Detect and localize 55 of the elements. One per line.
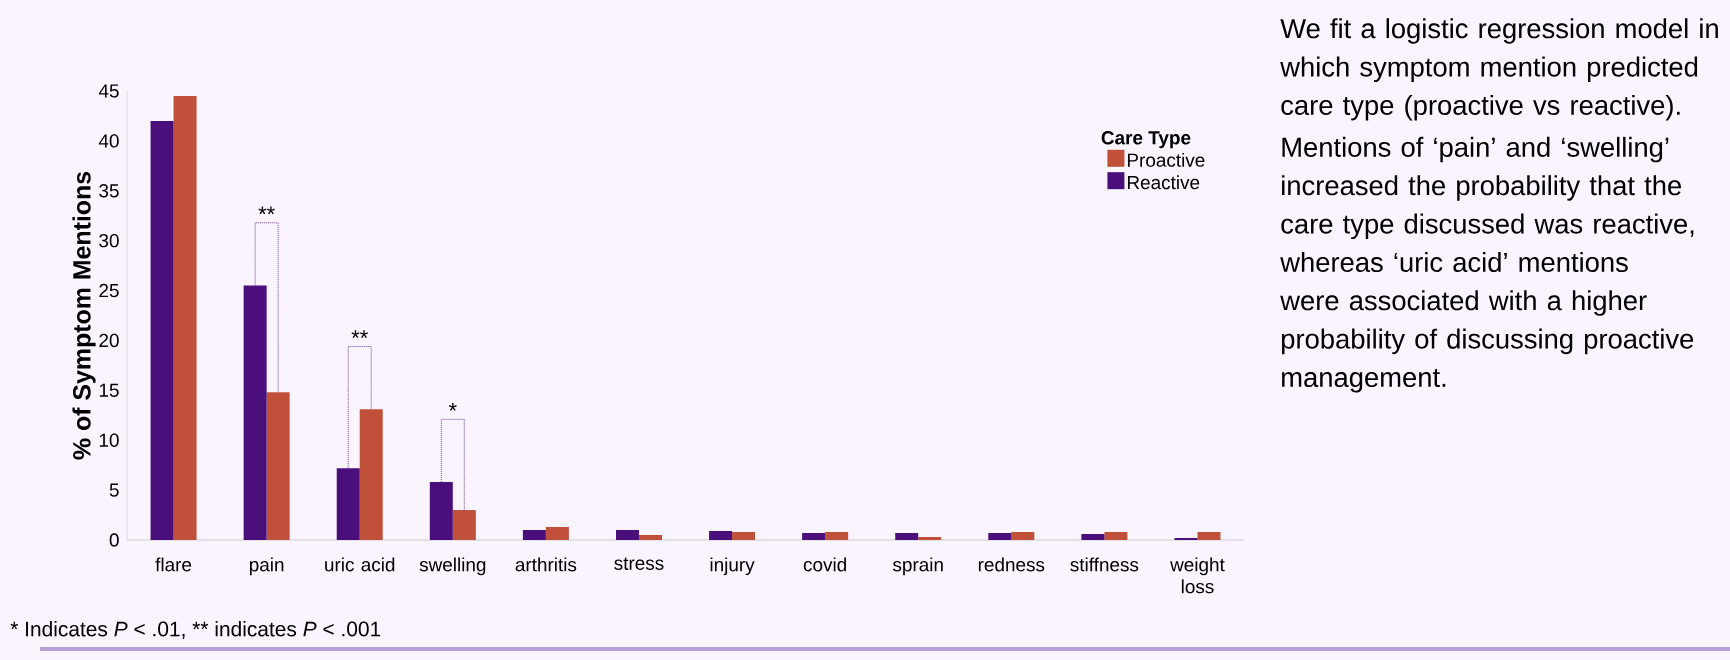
bar [732,532,756,540]
y-tick-label: 45 [98,84,119,98]
x-tick-label: pain [249,557,284,576]
bar [266,392,290,540]
annotation: ** [351,330,368,338]
bar [1104,532,1128,540]
bar [522,530,546,540]
bar [545,527,569,540]
legend-label: Reactive [1127,175,1200,190]
bar [243,285,267,540]
bar [615,530,639,540]
y-tick-label: 25 [99,283,119,298]
legend-title: Care Type [1101,131,1191,149]
bar [802,533,826,540]
text: Mentions of ‘pain’ and ‘swelling’ increased the probability that the care type discussed was reactive, whereas ‘uric acid’ mentions were associated with a higher probability of discussing proactive management. [1280,136,1694,393]
bar [918,536,942,540]
x-tick-label: injury [710,557,755,576]
y-tick-label: 15 [99,383,119,397]
bar [336,468,360,540]
text: * Indicates P < .01, ** indicates P < .001 [10,621,381,639]
bar [895,533,919,540]
y-axis-title: % of Symptom Mentions [72,171,96,460]
annotation: * [448,403,457,411]
bar [359,409,383,540]
x-tick-label: covid [803,557,846,572]
y-tick-label: 35 [99,184,119,198]
y-tick-label: 20 [99,333,119,348]
bar [429,482,453,540]
x-tick-label: arthritis [515,557,577,572]
bar [1081,534,1105,540]
x-tick-label: swelling [419,557,486,576]
y-tick-label: 10 [99,433,119,447]
x-tick-label: stiffness [1070,557,1139,572]
bar [173,95,197,540]
x-tick-label: redness [978,557,1045,572]
bar [1011,532,1035,540]
x-tick-label: stress [614,557,664,570]
x-tick-label: sprain [892,557,943,576]
y-tick-label: 30 [99,233,119,248]
bar [452,510,476,540]
bar [1197,532,1221,540]
legend-label: Proactive [1127,152,1205,167]
x-tick-label: weight loss [1170,557,1225,594]
bar [150,120,174,540]
x-tick-label: flare [155,557,192,572]
bar [988,533,1012,540]
bar [638,535,662,540]
annotation: ** [258,206,275,215]
bar [709,531,733,540]
x-tick-label: uric acid [325,557,395,572]
bar [825,532,849,540]
y-tick-label: 40 [98,134,119,148]
y-tick-label: 5 [109,483,119,497]
text: We fit a logistic regression model in which symptom mention predicted care type (proactive vs reactive). [1280,18,1718,121]
y-tick-label: 0 [109,533,119,547]
